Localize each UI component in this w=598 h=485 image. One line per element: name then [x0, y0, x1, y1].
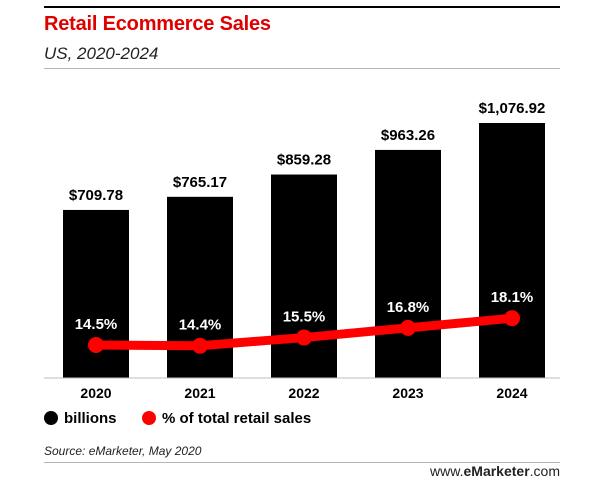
percent-label-2021: 14.4%	[179, 317, 222, 334]
percent-label-2024: 18.1%	[491, 289, 534, 306]
x-tick-label-2024: 2024	[496, 385, 527, 401]
x-tick-label-2021: 2021	[184, 385, 215, 401]
percent-label-2023: 16.8%	[387, 299, 430, 316]
bar-2024	[479, 123, 545, 378]
percent-point-2021	[192, 337, 208, 354]
bar-2022	[271, 174, 337, 378]
x-tick-label-2022: 2022	[288, 385, 319, 401]
legend-swatch-percent	[142, 411, 156, 425]
bar-value-label-2022: $859.28	[277, 152, 331, 169]
percent-point-2023	[400, 319, 416, 336]
percent-point-2024	[504, 310, 520, 327]
percent-label-2020: 14.5%	[75, 316, 118, 333]
logo-prefix: www.	[430, 463, 464, 479]
legend-label-percent: % of total retail sales	[162, 410, 312, 427]
legend-label-billions: billions	[64, 410, 117, 427]
legend-item-billions: billions	[44, 410, 117, 427]
percent-label-2022: 15.5%	[283, 309, 326, 326]
bar-value-label-2024: $1,076.92	[479, 100, 546, 117]
x-tick-label-2020: 2020	[80, 385, 111, 401]
percent-point-2022	[296, 329, 312, 346]
footer-rule	[44, 462, 560, 463]
bar-value-label-2020: $709.78	[69, 187, 123, 204]
chart-title: Retail Ecommerce Sales	[44, 13, 271, 35]
logo-suffix: .com	[529, 463, 560, 479]
bar-value-label-2023: $963.26	[381, 127, 435, 144]
legend-item-percent: % of total retail sales	[142, 410, 311, 427]
legend-swatch-billions	[44, 411, 58, 425]
top-rule	[44, 6, 560, 8]
bar-value-label-2021: $765.17	[173, 174, 227, 191]
x-tick-label-2023: 2023	[392, 385, 423, 401]
chart-subtitle: US, 2020-2024	[44, 44, 159, 63]
percent-point-2020	[88, 337, 104, 353]
bar-2023	[375, 149, 441, 378]
logo-brand: eMarketer	[463, 463, 530, 479]
emarketer-logo: www.eMarketer.com	[430, 463, 560, 479]
subtitle-rule	[44, 68, 560, 69]
source-note: Source: eMarketer, May 2020	[44, 444, 202, 458]
